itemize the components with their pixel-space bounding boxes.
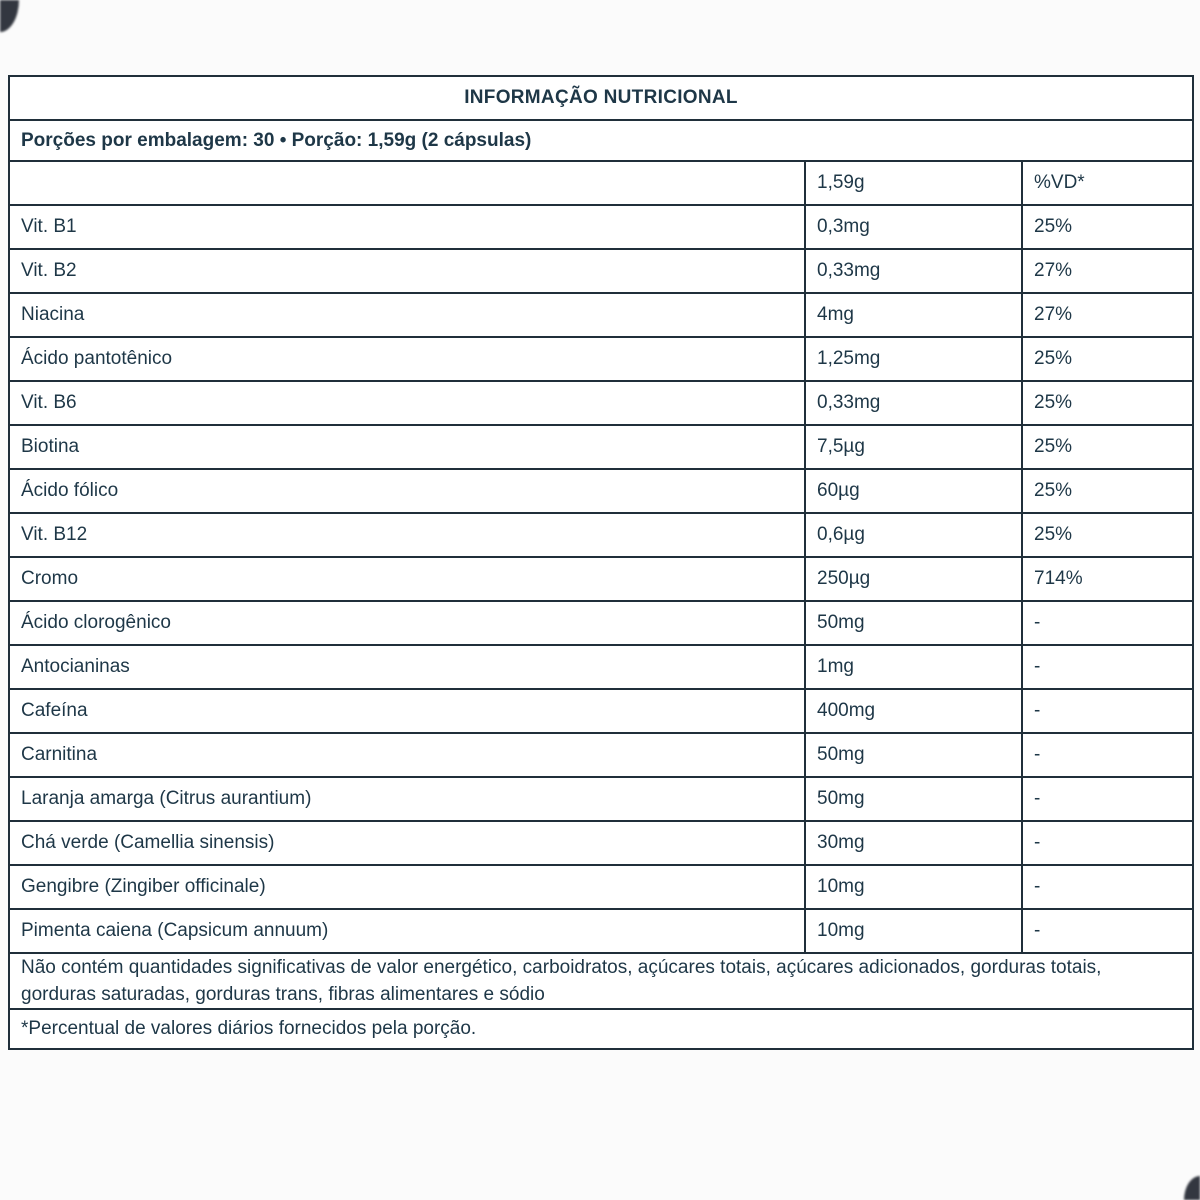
daily-value-cell: 25% (1020, 468, 1195, 514)
nutrient-name-cell: Niacina (8, 292, 806, 338)
nutrient-name-cell: Ácido clorogênico (8, 600, 806, 646)
package-corner-bottom-right (1184, 1176, 1200, 1200)
package-corner-top-left (0, 0, 19, 32)
nutrient-name-cell: Vit. B6 (8, 380, 806, 426)
amount-cell: 30mg (804, 820, 1023, 866)
amount-cell: 50mg (804, 600, 1023, 646)
table-row: Vit. B12 0,6µg 25% (8, 512, 1195, 558)
nutrient-name-cell: Vit. B12 (8, 512, 806, 558)
amount-cell: 400mg (804, 688, 1023, 734)
daily-value-cell: 25% (1020, 380, 1195, 426)
table-row: Ácido clorogênico 50mg - (8, 600, 1195, 646)
amount-cell: 0,33mg (804, 248, 1023, 294)
daily-value-cell: 25% (1020, 204, 1195, 250)
table-row: Laranja amarga (Citrus aurantium) 50mg - (8, 776, 1195, 822)
nutrient-name-cell: Ácido pantotênico (8, 336, 806, 382)
daily-value-cell: - (1020, 908, 1195, 954)
nutrient-name-cell: Vit. B1 (8, 204, 806, 250)
amount-cell: 50mg (804, 776, 1023, 822)
table-row: Vit. B1 0,3mg 25% (8, 204, 1195, 250)
amount-cell: 250µg (804, 556, 1023, 602)
column-header-row: 1,59g %VD* (8, 160, 1195, 206)
column-header-amount: 1,59g (804, 160, 1023, 206)
no-significant-amounts-note: Não contém quantidades significativas de… (7, 952, 1195, 1010)
table-row: Ácido fólico 60µg 25% (8, 468, 1195, 514)
amount-cell: 4mg (804, 292, 1023, 338)
nutrient-name-cell: Pimenta caiena (Capsicum annuum) (8, 908, 806, 954)
daily-value-cell: - (1020, 732, 1195, 778)
nutrition-table: INFORMAÇÃO NUTRICIONAL Porções por embal… (7, 75, 1195, 1050)
table-row: Vit. B2 0,33mg 27% (8, 248, 1195, 294)
table-row: Cromo 250µg 714% (8, 556, 1195, 602)
amount-cell: 0,3mg (804, 204, 1023, 250)
daily-value-cell: - (1020, 600, 1195, 646)
servings-row: Porções por embalagem: 30 • Porção: 1,59… (7, 119, 1195, 162)
amount-cell: 60µg (804, 468, 1023, 514)
servings-line: Porções por embalagem: 30 • Porção: 1,59… (7, 119, 1195, 162)
daily-value-cell: - (1020, 644, 1195, 690)
nutrient-name-cell: Chá verde (Camellia sinensis) (8, 820, 806, 866)
nutrient-name-cell: Antocianinas (8, 644, 806, 690)
daily-value-cell: - (1020, 820, 1195, 866)
daily-value-cell: 25% (1020, 424, 1195, 470)
column-header-nutrient (8, 160, 806, 206)
amount-cell: 1mg (804, 644, 1023, 690)
daily-value-note-row: *Percentual de valores diários fornecido… (7, 1008, 1195, 1050)
nutrient-name-cell: Biotina (8, 424, 806, 470)
table-row: Vit. B6 0,33mg 25% (8, 380, 1195, 426)
amount-cell: 10mg (804, 908, 1023, 954)
daily-value-cell: - (1020, 864, 1195, 910)
no-significant-amounts-row: Não contém quantidades significativas de… (7, 952, 1195, 1010)
daily-value-cell: 714% (1020, 556, 1195, 602)
table-row: Carnitina 50mg - (8, 732, 1195, 778)
amount-cell: 0,33mg (804, 380, 1023, 426)
table-title: INFORMAÇÃO NUTRICIONAL (7, 75, 1195, 121)
amount-cell: 10mg (804, 864, 1023, 910)
title-row: INFORMAÇÃO NUTRICIONAL (7, 75, 1195, 121)
daily-value-note: *Percentual de valores diários fornecido… (7, 1008, 1195, 1050)
table-row: Niacina 4mg 27% (8, 292, 1195, 338)
table-row: Pimenta caiena (Capsicum annuum) 10mg - (8, 908, 1195, 954)
column-header-daily-value: %VD* (1020, 160, 1195, 206)
daily-value-cell: 25% (1020, 512, 1195, 558)
daily-value-cell: - (1020, 776, 1195, 822)
daily-value-cell: 25% (1020, 336, 1195, 382)
amount-cell: 50mg (804, 732, 1023, 778)
amount-cell: 0,6µg (804, 512, 1023, 558)
table-row: Cafeína 400mg - (8, 688, 1195, 734)
table-row: Gengibre (Zingiber officinale) 10mg - (8, 864, 1195, 910)
table-row: Ácido pantotênico 1,25mg 25% (8, 336, 1195, 382)
nutrient-name-cell: Vit. B2 (8, 248, 806, 294)
nutrient-name-cell: Ácido fólico (8, 468, 806, 514)
amount-cell: 1,25mg (804, 336, 1023, 382)
daily-value-cell: 27% (1020, 292, 1195, 338)
nutrient-name-cell: Laranja amarga (Citrus aurantium) (8, 776, 806, 822)
nutrient-name-cell: Gengibre (Zingiber officinale) (8, 864, 806, 910)
table-row: Biotina 7,5µg 25% (8, 424, 1195, 470)
nutrient-name-cell: Carnitina (8, 732, 806, 778)
daily-value-cell: - (1020, 688, 1195, 734)
table-row: Antocianinas 1mg - (8, 644, 1195, 690)
table-row: Chá verde (Camellia sinensis) 30mg - (8, 820, 1195, 866)
amount-cell: 7,5µg (804, 424, 1023, 470)
nutrient-name-cell: Cafeína (8, 688, 806, 734)
nutrient-name-cell: Cromo (8, 556, 806, 602)
daily-value-cell: 27% (1020, 248, 1195, 294)
